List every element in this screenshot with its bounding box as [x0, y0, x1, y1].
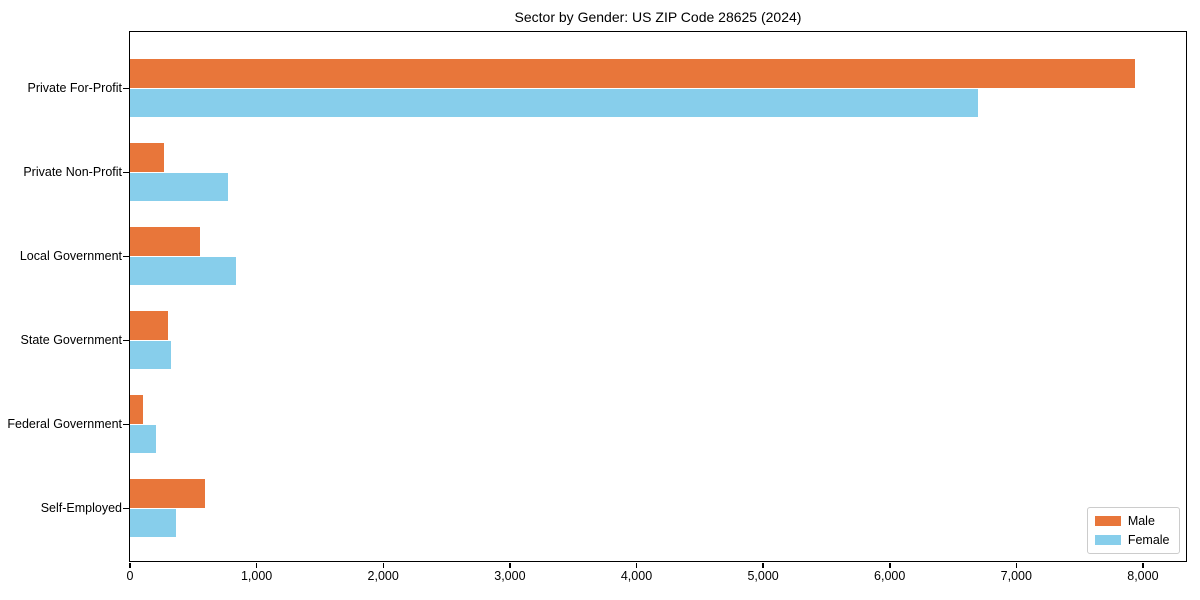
- x-tick-mark-6: [889, 562, 891, 568]
- y-tick-mark-private-non-profit: [122, 171, 129, 174]
- bar-male-federal-government: [129, 395, 144, 424]
- x-tick-mark-0: [129, 562, 131, 568]
- y-tick-mark-private-for-profit: [122, 87, 129, 90]
- x-tick-label-5-000: 5,000: [747, 569, 779, 583]
- bar-female-self-employed: [129, 509, 177, 537]
- y-tick-mark-federal-government: [122, 423, 129, 426]
- x-tick-label-2-000: 2,000: [367, 569, 399, 583]
- chart-title: Sector by Gender: US ZIP Code 28625 (202…: [514, 9, 802, 25]
- category-label-state-government: State Government: [20, 332, 122, 347]
- x-tick-label-1-000: 1,000: [240, 569, 273, 583]
- x-tick-label-3-000: 3,000: [494, 569, 526, 583]
- legend-swatch-female: [1094, 534, 1121, 545]
- category-label-self-employed: Self-Employed: [40, 500, 122, 515]
- bar-female-local-government: [129, 257, 236, 285]
- bar-male-private-non-profit: [129, 143, 164, 172]
- x-tick-label-4-000: 4,000: [620, 569, 653, 583]
- x-tick-mark-7: [1015, 562, 1018, 568]
- category-label-federal-government: Federal Government: [7, 416, 122, 431]
- bar-female-federal-government: [129, 425, 156, 453]
- x-tick-mark-3: [509, 562, 511, 568]
- x-tick-mark-8: [1142, 562, 1144, 568]
- legend: Male Female: [1086, 506, 1180, 554]
- legend-item-male: Male: [1094, 513, 1170, 528]
- legend-label-male: Male: [1127, 513, 1155, 528]
- legend-label-female: Female: [1127, 532, 1170, 547]
- plot-area: Male Female: [128, 30, 1187, 562]
- legend-swatch-male: [1094, 515, 1121, 526]
- x-tick-label-7-000: 7,000: [1000, 569, 1032, 583]
- bar-male-state-government: [129, 311, 169, 340]
- bar-female-state-government: [129, 341, 171, 369]
- legend-item-female: Female: [1094, 532, 1170, 547]
- bar-female-private-for-profit: [129, 89, 978, 117]
- bar-male-local-government: [129, 227, 201, 256]
- x-tick-label-0: 0: [126, 569, 134, 583]
- bar-male-private-for-profit: [129, 59, 1135, 88]
- x-tick-mark-4: [635, 562, 638, 568]
- x-tick-mark-1: [255, 562, 258, 568]
- x-tick-label-8-000: 8,000: [1127, 569, 1159, 583]
- category-label-local-government: Local Government: [19, 248, 122, 263]
- category-label-private-non-profit: Private Non-Profit: [23, 164, 122, 179]
- bar-male-self-employed: [129, 479, 205, 508]
- y-tick-mark-state-government: [122, 339, 129, 342]
- y-tick-mark-local-government: [122, 255, 129, 258]
- bar-female-private-non-profit: [129, 173, 228, 201]
- x-tick-mark-5: [762, 562, 764, 568]
- y-tick-mark-self-employed: [122, 507, 129, 510]
- x-tick-mark-2: [382, 562, 384, 568]
- category-label-private-for-profit: Private For-Profit: [27, 80, 122, 95]
- x-tick-label-6-000: 6,000: [874, 569, 906, 583]
